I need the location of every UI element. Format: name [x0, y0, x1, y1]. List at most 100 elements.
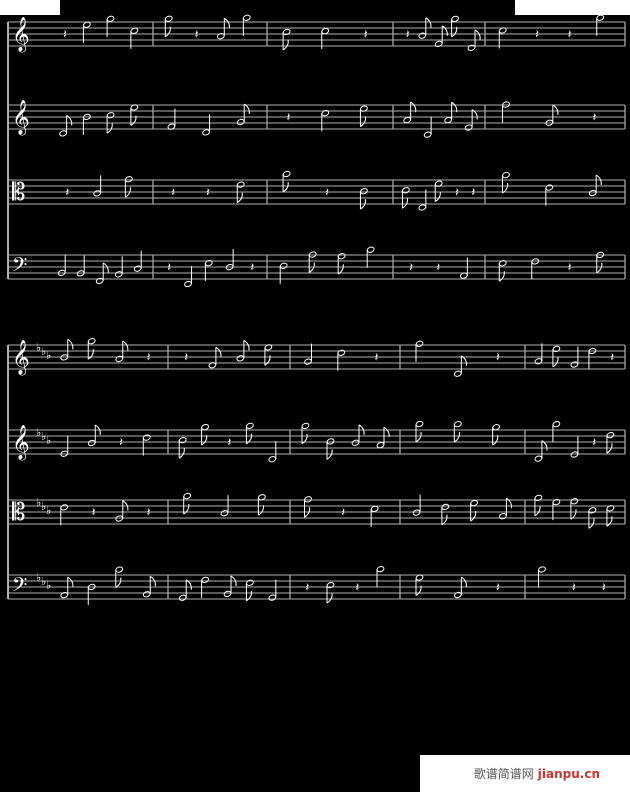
note-flag	[224, 17, 230, 29]
note-head	[236, 355, 245, 362]
note-head	[93, 190, 102, 197]
note-head	[326, 581, 335, 589]
rest-icon: 𝄽	[250, 260, 254, 274]
note-flag	[106, 123, 113, 134]
note-flag	[94, 424, 101, 436]
note-head	[133, 265, 142, 272]
rest-icon: 𝄽	[406, 27, 410, 41]
flat-icon: ♭	[36, 496, 41, 509]
note-flag	[246, 433, 253, 445]
note-head	[534, 358, 543, 365]
note-head	[418, 32, 427, 39]
note-head	[115, 566, 124, 573]
note-flag	[410, 101, 417, 113]
note-flag	[492, 435, 499, 446]
note-head	[502, 171, 510, 179]
rest-icon: 𝄽	[119, 435, 123, 449]
note-flag	[201, 435, 208, 446]
note-flag	[326, 593, 333, 604]
note-head	[570, 361, 579, 368]
note-head	[178, 594, 187, 601]
note-head	[453, 370, 462, 377]
note-flag	[588, 518, 595, 529]
note-flag	[304, 507, 311, 518]
note-head	[142, 434, 151, 441]
note-flag	[434, 191, 441, 203]
rest-icon: 𝄽	[472, 185, 476, 199]
note-head	[360, 188, 368, 195]
note-flag	[474, 29, 481, 40]
note-flag	[178, 448, 185, 459]
note-head	[124, 176, 133, 183]
note-head	[178, 437, 187, 444]
note-flag	[606, 443, 613, 454]
alto-clef-icon: 𝄡	[12, 498, 25, 526]
flat-icon: ♭	[46, 434, 51, 447]
note-flag	[454, 432, 460, 443]
rest-icon: 𝄽	[63, 27, 67, 41]
note-flag	[282, 39, 289, 51]
rest-icon: 𝄽	[572, 580, 576, 594]
treble-clef-icon: 𝄞	[12, 17, 30, 53]
note-flag	[471, 109, 478, 120]
note-flag	[360, 199, 367, 210]
note-head	[184, 280, 192, 288]
rest-icon: 𝄽	[228, 435, 232, 449]
note-flag	[451, 101, 458, 113]
top-left-blank	[0, 0, 60, 15]
note-flag	[534, 505, 541, 517]
note-flag	[552, 356, 559, 368]
note-head	[279, 262, 288, 269]
note-head	[282, 170, 291, 178]
rest-icon: 𝄽	[66, 185, 70, 199]
note-head	[588, 507, 597, 514]
rest-icon: 𝄽	[375, 350, 379, 364]
flat-icon: ♭	[36, 426, 41, 439]
note-flag	[358, 424, 365, 435]
note-head	[534, 455, 543, 462]
note-flag	[258, 505, 265, 516]
bass-clef-icon: 𝄢	[12, 253, 27, 281]
flat-icon: ♭	[36, 571, 41, 584]
note-head	[451, 15, 460, 23]
rest-icon: 𝄽	[535, 27, 539, 41]
note-head	[588, 189, 597, 197]
rest-icon: 𝄽	[92, 505, 96, 519]
note-flag	[230, 575, 237, 586]
rest-icon: 𝄽	[167, 260, 171, 274]
note-head	[326, 438, 335, 445]
note-head	[87, 439, 96, 447]
note-head	[402, 187, 410, 194]
rest-icon: 𝄽	[592, 435, 596, 449]
note-head	[376, 565, 385, 573]
note-head	[453, 420, 462, 428]
note-head	[106, 15, 115, 22]
note-head	[246, 422, 254, 429]
note-head	[87, 338, 96, 345]
treble-clef-icon: 𝄞	[12, 340, 30, 376]
note-flag	[87, 349, 94, 360]
flat-icon: ♭	[41, 575, 46, 588]
note-head	[202, 129, 210, 136]
note-head	[545, 184, 554, 191]
note-flag	[570, 509, 577, 520]
rest-icon: 𝄽	[455, 185, 459, 199]
note-head	[142, 591, 151, 598]
note-flag	[596, 262, 603, 274]
note-flag	[243, 103, 250, 115]
note-flag	[130, 115, 137, 126]
rest-icon: 𝄽	[287, 110, 291, 124]
rest-icon: 𝄽	[593, 110, 597, 124]
bass-clef-icon: 𝄢	[12, 573, 27, 601]
rest-icon: 𝄽	[341, 505, 345, 519]
note-head	[95, 277, 104, 285]
note-head	[418, 204, 427, 211]
treble-clef-icon: 𝄞	[12, 425, 30, 461]
rest-icon: 𝄽	[206, 185, 210, 199]
rest-icon: 𝄽	[364, 27, 368, 41]
note-flag	[498, 271, 505, 282]
note-head	[242, 14, 251, 21]
note-head	[183, 492, 192, 500]
note-flag	[183, 503, 190, 515]
